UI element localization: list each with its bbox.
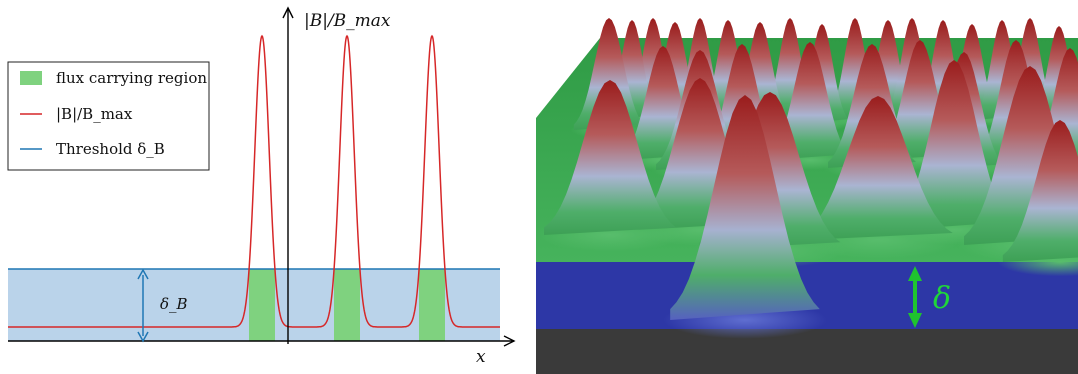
legend-swatch-flux [20, 71, 42, 85]
field-peak [573, 18, 645, 130]
delta-arrow-bottom [137, 331, 149, 343]
y-axis-label: |B|/B_max [304, 11, 391, 31]
legend-label-threshold: Threshold δ_B [56, 140, 165, 158]
x-axis-label: x [476, 347, 486, 367]
base-slab [536, 328, 1078, 374]
delta-label-3d: δ [933, 281, 951, 316]
flux-region-3 [419, 269, 445, 341]
delta-arrow-3d [908, 266, 922, 328]
right-panel: δ [536, 18, 1078, 374]
field-peak [896, 60, 1012, 230]
flux-region-2 [334, 269, 360, 341]
field-peak [544, 80, 676, 235]
flux-region-1 [249, 269, 275, 341]
field-peak [670, 95, 820, 320]
delta-label: δ_B [160, 295, 188, 313]
field-magnitude-curve [8, 34, 500, 328]
y-axis-arrowhead [282, 6, 294, 19]
peaks-group [538, 18, 1078, 339]
field-peak [803, 96, 953, 240]
legend: flux carrying region |B|/B_max Threshold… [7, 61, 210, 171]
left-panel: |B|/B_max x δ_B flux carrying region |B|… [7, 6, 516, 367]
delta-arrow-top [137, 268, 149, 280]
field-peak [1002, 120, 1078, 262]
legend-label-flux: flux carrying region [56, 69, 207, 87]
x-axis-arrowhead [503, 335, 516, 347]
legend-label-field: |B|/B_max [56, 105, 133, 123]
